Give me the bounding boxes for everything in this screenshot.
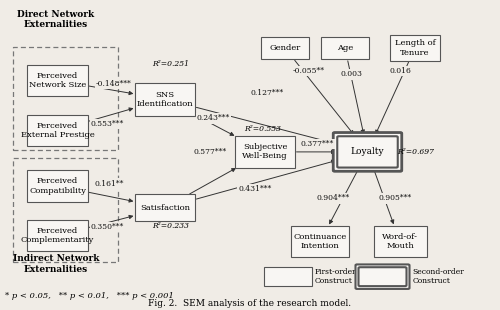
Text: R²=0.697: R²=0.697	[398, 148, 434, 156]
FancyBboxPatch shape	[356, 264, 410, 289]
Bar	[12, 158, 118, 262]
FancyBboxPatch shape	[321, 37, 369, 59]
FancyBboxPatch shape	[27, 170, 88, 202]
Text: * p < 0.05,   ** p < 0.01,   *** p < 0.001: * p < 0.05, ** p < 0.01, *** p < 0.001	[5, 292, 174, 300]
Text: 0.905***: 0.905***	[378, 194, 412, 202]
Text: Perceived
Compatibility: Perceived Compatibility	[29, 177, 86, 195]
FancyBboxPatch shape	[333, 133, 402, 171]
Text: Continuance
Intention: Continuance Intention	[294, 233, 346, 250]
Text: Subjective
Well-Being: Subjective Well-Being	[242, 143, 288, 161]
FancyBboxPatch shape	[27, 115, 88, 146]
Text: Perceived
External Prestige: Perceived External Prestige	[20, 122, 94, 139]
FancyBboxPatch shape	[135, 83, 195, 116]
FancyBboxPatch shape	[264, 267, 312, 286]
Text: 0.243***: 0.243***	[197, 114, 230, 122]
FancyBboxPatch shape	[374, 226, 426, 257]
Text: Indirect Network
Externalities: Indirect Network Externalities	[13, 254, 99, 274]
Text: Loyalty: Loyalty	[350, 147, 384, 157]
Text: 0.350***: 0.350***	[91, 223, 124, 231]
Text: SNS
Identification: SNS Identification	[136, 91, 194, 108]
Text: 0.904***: 0.904***	[317, 194, 350, 202]
Text: 0.016: 0.016	[389, 67, 411, 75]
Text: Word-of-
Mouth: Word-of- Mouth	[382, 233, 418, 250]
Text: Fig. 2.  SEM analysis of the research model.: Fig. 2. SEM analysis of the research mod…	[148, 299, 352, 308]
Text: First-order
Construct: First-order Construct	[315, 268, 356, 286]
Text: Age: Age	[337, 44, 353, 52]
Text: 0.003: 0.003	[340, 70, 362, 78]
Text: 0.127***: 0.127***	[251, 89, 284, 97]
Text: Direct Network
Externalities: Direct Network Externalities	[18, 10, 94, 29]
Text: R²=0.553: R²=0.553	[244, 125, 282, 133]
FancyBboxPatch shape	[390, 36, 440, 61]
Text: Gender: Gender	[270, 44, 300, 52]
Text: -0.055**: -0.055**	[292, 67, 324, 75]
FancyBboxPatch shape	[235, 136, 295, 167]
Text: R²=0.233: R²=0.233	[152, 222, 190, 230]
Text: Perceived
Network Size: Perceived Network Size	[29, 72, 86, 89]
Text: 0.577***: 0.577***	[194, 148, 226, 156]
FancyBboxPatch shape	[337, 136, 398, 167]
Text: Length of
Tenure: Length of Tenure	[394, 39, 436, 57]
FancyBboxPatch shape	[27, 220, 88, 251]
Text: 0.377***: 0.377***	[301, 140, 334, 148]
Text: 0.431***: 0.431***	[238, 185, 272, 193]
Text: Second-order
Construct: Second-order Construct	[412, 268, 464, 286]
FancyBboxPatch shape	[135, 194, 195, 221]
FancyBboxPatch shape	[358, 267, 406, 286]
FancyBboxPatch shape	[261, 37, 309, 59]
Bar	[12, 46, 118, 150]
Text: R²=0.251: R²=0.251	[152, 60, 190, 69]
Text: -0.148***: -0.148***	[96, 80, 132, 88]
Text: Perceived
Complementarity: Perceived Complementarity	[21, 227, 94, 244]
Text: 0.161**: 0.161**	[94, 179, 124, 188]
FancyBboxPatch shape	[27, 65, 88, 96]
Text: 0.553***: 0.553***	[91, 120, 124, 128]
Text: Satisfaction: Satisfaction	[140, 204, 190, 212]
FancyBboxPatch shape	[291, 226, 349, 257]
